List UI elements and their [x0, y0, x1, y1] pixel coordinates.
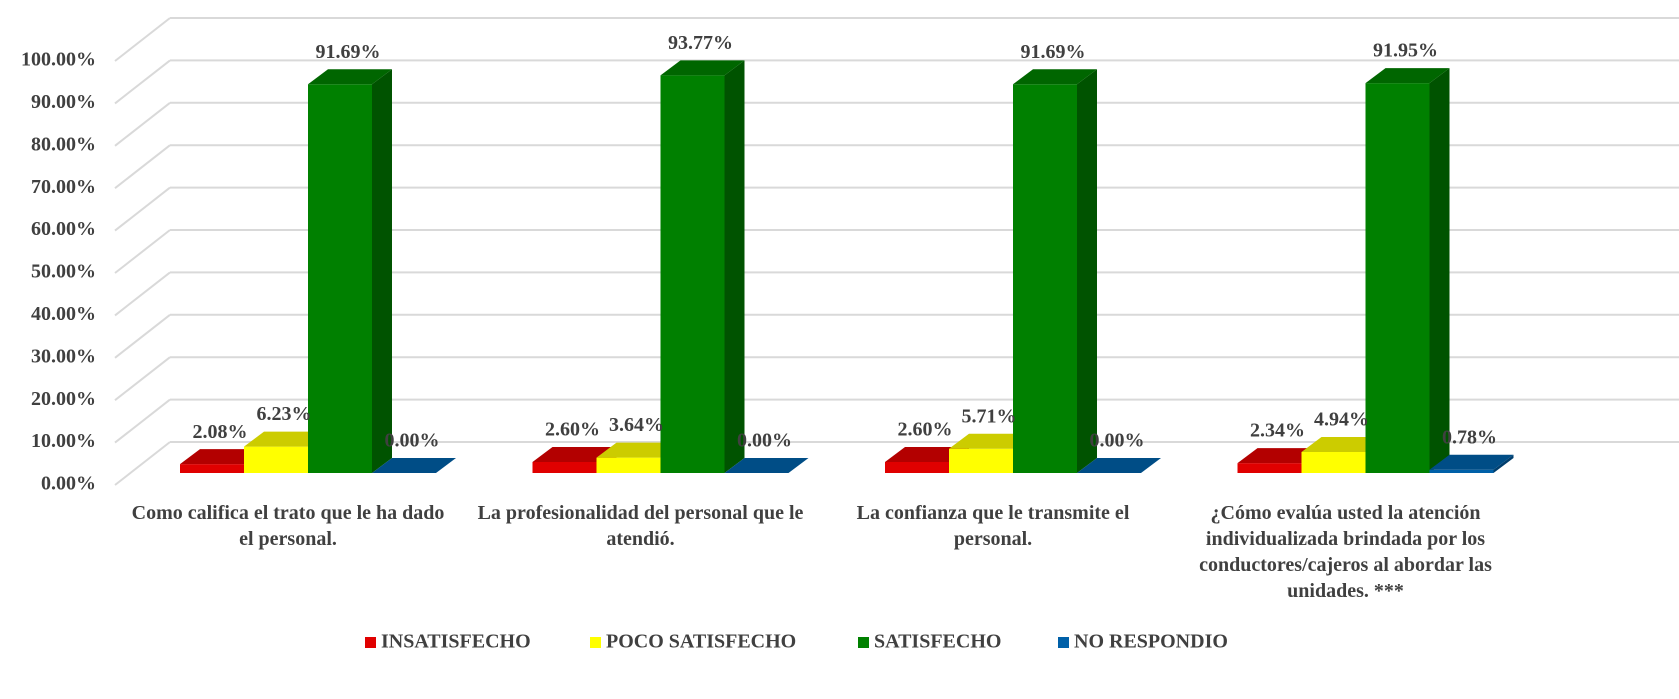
bar-front: [308, 84, 372, 473]
bar-top: [949, 433, 1033, 449]
value-label: 2.60%: [898, 419, 953, 441]
bar-top: [244, 431, 328, 447]
legend-label: NO RESPONDIO: [1074, 631, 1228, 653]
value-label: 0.00%: [385, 430, 440, 452]
value-label: 4.94%: [1314, 409, 1369, 431]
bar-side: [724, 60, 745, 474]
bar-side: [372, 69, 392, 473]
bar-top: [724, 458, 809, 473]
bar: [372, 458, 456, 473]
y-tick-label: 30.00%: [31, 345, 96, 367]
bar-top: [1301, 437, 1386, 453]
value-label: 2.60%: [545, 419, 600, 441]
value-label: 5.71%: [962, 405, 1017, 427]
y-tick-label: 0.00%: [41, 473, 96, 495]
grid-line-side: [114, 441, 171, 486]
grid-line-side: [114, 271, 171, 317]
value-label: 0.78%: [1442, 426, 1497, 448]
grid-line-side: [114, 398, 171, 444]
bar-top: [532, 446, 617, 462]
bar: [724, 458, 809, 473]
bar: [1077, 458, 1161, 473]
legend-swatch: [365, 637, 376, 648]
y-tick-label: 100.00%: [21, 49, 96, 71]
bar-front: [660, 75, 725, 474]
legend-label: INSATISFECHO: [381, 631, 531, 653]
y-tick-label: 80.00%: [31, 133, 96, 155]
y-tick-label: 40.00%: [31, 303, 96, 325]
y-tick-label: 50.00%: [31, 261, 96, 283]
y-tick-label: 60.00%: [31, 218, 96, 240]
bar: [1429, 454, 1514, 473]
bar-front: [532, 461, 597, 473]
y-tick-label: 20.00%: [31, 388, 96, 410]
grid-line-side: [114, 59, 171, 105]
value-label: 6.23%: [257, 403, 312, 425]
bar-front: [1237, 463, 1302, 473]
bar-front: [180, 464, 244, 473]
grid-line-side: [114, 186, 171, 232]
bar-top: [1429, 454, 1514, 470]
grid-line-side: [114, 314, 171, 359]
bar-front: [1013, 84, 1077, 473]
bar-top: [596, 442, 681, 458]
legend-label: POCO SATISFECHO: [606, 631, 796, 653]
bar-front: [1301, 452, 1366, 473]
grid-line-side: [114, 229, 171, 274]
bar-front: [244, 446, 308, 473]
bar: [1013, 69, 1097, 473]
grid-line-side: [114, 102, 171, 147]
legend-swatch: [858, 637, 869, 648]
value-label: 3.64%: [609, 414, 664, 436]
bar-front: [1365, 83, 1430, 473]
value-label: 2.08%: [193, 421, 248, 443]
x-tick-label: Como califica el trato que le ha dado el…: [131, 502, 445, 550]
bar-side: [1429, 68, 1450, 473]
bar: [660, 60, 745, 474]
legend-label: SATISFECHO: [874, 631, 1001, 653]
legend-swatch: [590, 637, 601, 648]
value-label: 91.95%: [1373, 40, 1438, 62]
x-tick-label: ¿Cómo evalúa usted la atención individua…: [1199, 502, 1492, 602]
bar-top: [1237, 448, 1322, 464]
bar-top: [180, 449, 264, 465]
grid-line-side: [114, 356, 171, 401]
bar: [308, 69, 392, 473]
bar-front: [949, 448, 1013, 473]
bar: [1365, 68, 1450, 473]
y-tick-label: 70.00%: [31, 176, 96, 198]
value-label: 91.69%: [316, 41, 381, 63]
bar-top: [1077, 458, 1161, 473]
y-tick-label: 10.00%: [31, 430, 96, 452]
bar-top: [1365, 68, 1450, 84]
bar-top: [1013, 69, 1097, 85]
bar-front: [596, 457, 661, 473]
value-label: 0.00%: [737, 430, 792, 452]
bar-top: [308, 69, 392, 85]
x-tick-label: La profesionalidad del personal que le a…: [477, 502, 804, 550]
value-label: 2.34%: [1250, 420, 1305, 442]
bar-side: [1493, 454, 1514, 473]
value-label: 91.69%: [1021, 41, 1086, 63]
bar-side: [1077, 69, 1097, 473]
grid-line-side: [114, 144, 171, 189]
bar-top: [372, 458, 456, 473]
grid-line-side: [114, 17, 171, 62]
x-tick-label: La confianza que le transmite el persona…: [856, 502, 1130, 550]
bar-front: [1429, 469, 1494, 473]
bar-top: [660, 60, 745, 76]
legend-swatch: [1058, 637, 1069, 648]
value-label: 0.00%: [1090, 430, 1145, 452]
bar-front: [885, 461, 949, 473]
bar-top: [885, 446, 969, 462]
y-tick-label: 90.00%: [31, 91, 96, 113]
value-label: 93.77%: [668, 32, 733, 54]
